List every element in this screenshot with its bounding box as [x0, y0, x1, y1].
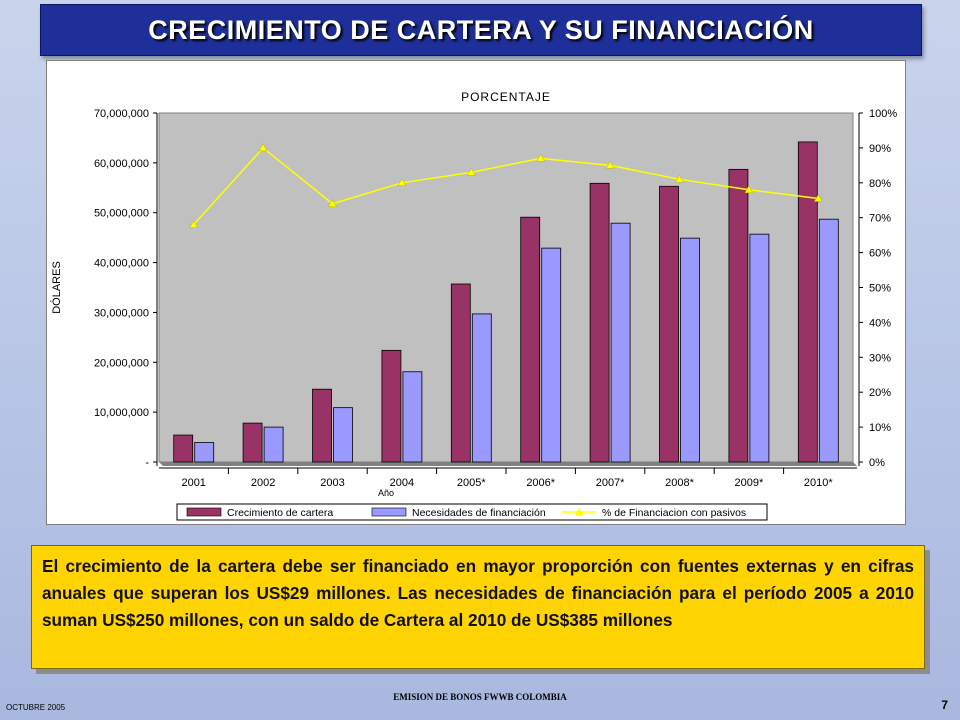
y-tick-label: 10,000,000: [94, 407, 149, 419]
x-axis-title: Año: [378, 488, 394, 498]
slide-title-bar: CRECIMIENTO DE CARTERA Y SU FINANCIACIÓN: [40, 4, 922, 56]
bar-crecimiento-cartera: [242, 422, 263, 463]
legend-label: Crecimiento de cartera: [227, 507, 333, 519]
note-text: El crecimiento de la cartera debe ser fi…: [42, 556, 914, 630]
x-tick-label: 2007*: [596, 477, 625, 489]
y2-tick-label: 90%: [869, 143, 891, 155]
line-marker: [605, 160, 615, 169]
bar-crecimiento-cartera: [381, 349, 402, 463]
legend-marker: [575, 508, 583, 515]
line-marker: [675, 174, 684, 183]
line-marker: [813, 194, 823, 202]
legend-swatch: [371, 507, 407, 517]
slide-title: CRECIMIENTO DE CARTERA Y SU FINANCIACIÓN: [148, 14, 814, 45]
bar-necesidades-financiacion: [333, 407, 353, 463]
bar-crecimiento-cartera: [173, 434, 194, 463]
y-tick-label: 70,000,000: [94, 108, 149, 120]
bar-necesidades-financiacion: [541, 247, 562, 463]
y2-tick-label: 0%: [869, 457, 885, 469]
y2-tick-label: 10%: [869, 422, 891, 434]
line-marker: [536, 153, 546, 162]
y2-tick-label: 40%: [869, 317, 891, 329]
line-marker: [466, 167, 476, 176]
x-tick-label: 2001: [181, 477, 205, 489]
y-axis-title: DÓLARES: [50, 261, 63, 314]
bar-necesidades-financiacion: [263, 426, 284, 463]
y2-tick-label: 50%: [869, 283, 891, 295]
bar-crecimiento-cartera: [450, 283, 471, 463]
chart-title: PORCENTAJE: [461, 90, 551, 104]
y-tick-label: 30,000,000: [94, 307, 149, 319]
legend-label: % de Financiacion con pasivos: [602, 507, 746, 519]
y-tick-label: -: [145, 457, 149, 469]
line-marker: [189, 220, 199, 228]
bar-necesidades-financiacion: [680, 237, 700, 463]
x-tick-label: 2004: [390, 477, 414, 489]
legend-swatch: [186, 507, 222, 517]
chart-frame: - 10,000,000 20,000,000 30,000,000 40,000,00…: [46, 60, 906, 525]
bar-necesidades-financiacion: [402, 371, 423, 463]
footer-caption: EMISION DE BONOS FWWB COLOMBIA: [393, 692, 567, 702]
legend-box: [176, 503, 768, 521]
line-marker: [744, 185, 754, 194]
bar-necesidades-financiacion: [749, 233, 770, 463]
x-tick-label: 2006*: [526, 477, 555, 489]
x-tick-label: 2008*: [665, 477, 694, 489]
plot-floor: [159, 462, 857, 466]
line-marker: [328, 199, 337, 207]
bar-crecimiento-cartera: [589, 182, 610, 463]
y2-tick-label: 20%: [869, 387, 891, 399]
x-tick-label: 2002: [251, 477, 275, 489]
x-tick-label: 2010*: [804, 477, 833, 489]
y2-tick-label: 80%: [869, 178, 891, 190]
bar-necesidades-financiacion: [471, 313, 492, 463]
bar-necesidades-financiacion: [610, 222, 631, 463]
y2-tick-label: 100%: [869, 108, 897, 120]
bar-crecimiento-cartera: [797, 141, 818, 463]
bar-crecimiento-cartera: [659, 185, 679, 463]
x-tick-label: 2005*: [457, 477, 486, 489]
note-box: El crecimiento de la cartera debe ser fi…: [31, 545, 925, 669]
legend-label: Necesidades de financiación: [412, 507, 546, 519]
footer-date: OCTUBRE 2005: [6, 703, 66, 712]
y2-tick-label: 70%: [869, 213, 891, 225]
y-tick-label: 60,000,000: [94, 158, 149, 170]
x-tick-label: 2003: [320, 477, 344, 489]
bar-crecimiento-cartera: [728, 168, 749, 463]
bar-necesidades-financiacion: [818, 218, 839, 463]
y-tick-label: 40,000,000: [94, 258, 149, 270]
combo-chart: - 10,000,000 20,000,000 30,000,000 40,000,00…: [50, 90, 897, 521]
y-tick-label: 50,000,000: [94, 208, 149, 220]
bar-crecimiento-cartera: [520, 216, 541, 463]
x-tick-label: 2009*: [735, 477, 764, 489]
line-financiacion-pasivos: [193, 146, 819, 226]
y-tick-label: 20,000,000: [94, 357, 149, 369]
y2-tick-label: 30%: [869, 352, 891, 364]
bar-crecimiento-cartera: [312, 388, 332, 463]
line-marker: [397, 178, 407, 187]
bar-necesidades-financiacion: [194, 442, 215, 463]
line-marker: [258, 143, 268, 152]
y2-tick-label: 60%: [869, 248, 891, 260]
page-number: 7: [941, 698, 948, 712]
